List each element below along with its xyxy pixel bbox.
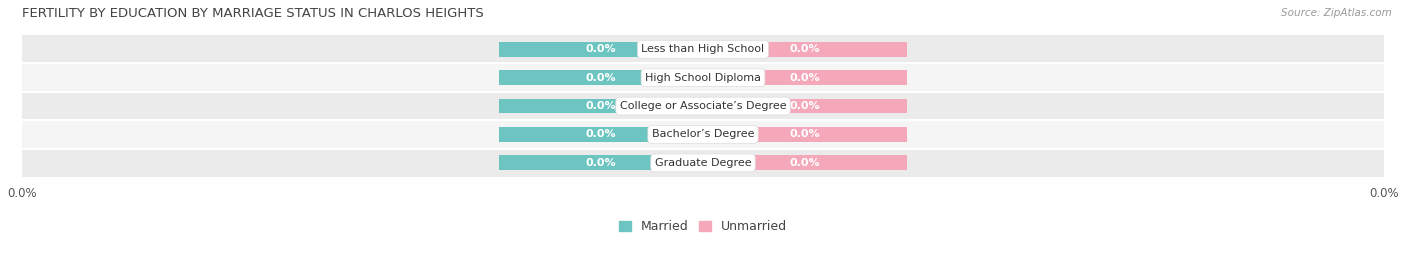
- Text: High School Diploma: High School Diploma: [645, 73, 761, 83]
- Text: 0.0%: 0.0%: [585, 73, 616, 83]
- Bar: [499, 99, 703, 114]
- Bar: [21, 120, 1385, 149]
- Text: College or Associate’s Degree: College or Associate’s Degree: [620, 101, 786, 111]
- Text: 0.0%: 0.0%: [585, 44, 616, 54]
- Bar: [499, 155, 703, 170]
- Text: 0.0%: 0.0%: [790, 101, 821, 111]
- Text: Graduate Degree: Graduate Degree: [655, 158, 751, 168]
- Text: FERTILITY BY EDUCATION BY MARRIAGE STATUS IN CHARLOS HEIGHTS: FERTILITY BY EDUCATION BY MARRIAGE STATU…: [21, 7, 484, 20]
- Bar: [703, 99, 907, 114]
- Text: Source: ZipAtlas.com: Source: ZipAtlas.com: [1281, 8, 1392, 18]
- Bar: [21, 149, 1385, 177]
- Text: Bachelor’s Degree: Bachelor’s Degree: [652, 129, 754, 139]
- Bar: [21, 92, 1385, 120]
- Bar: [703, 70, 907, 85]
- Bar: [703, 42, 907, 57]
- Text: 0.0%: 0.0%: [790, 129, 821, 139]
- Text: 0.0%: 0.0%: [790, 73, 821, 83]
- Bar: [499, 127, 703, 142]
- Bar: [703, 155, 907, 170]
- Text: 0.0%: 0.0%: [790, 44, 821, 54]
- Text: 0.0%: 0.0%: [790, 158, 821, 168]
- Text: 0.0%: 0.0%: [585, 158, 616, 168]
- Text: Less than High School: Less than High School: [641, 44, 765, 54]
- Text: 0.0%: 0.0%: [585, 101, 616, 111]
- Text: 0.0%: 0.0%: [585, 129, 616, 139]
- Bar: [499, 70, 703, 85]
- Bar: [21, 35, 1385, 63]
- Legend: Married, Unmarried: Married, Unmarried: [613, 215, 793, 238]
- Bar: [499, 42, 703, 57]
- Bar: [703, 127, 907, 142]
- Bar: [21, 63, 1385, 92]
